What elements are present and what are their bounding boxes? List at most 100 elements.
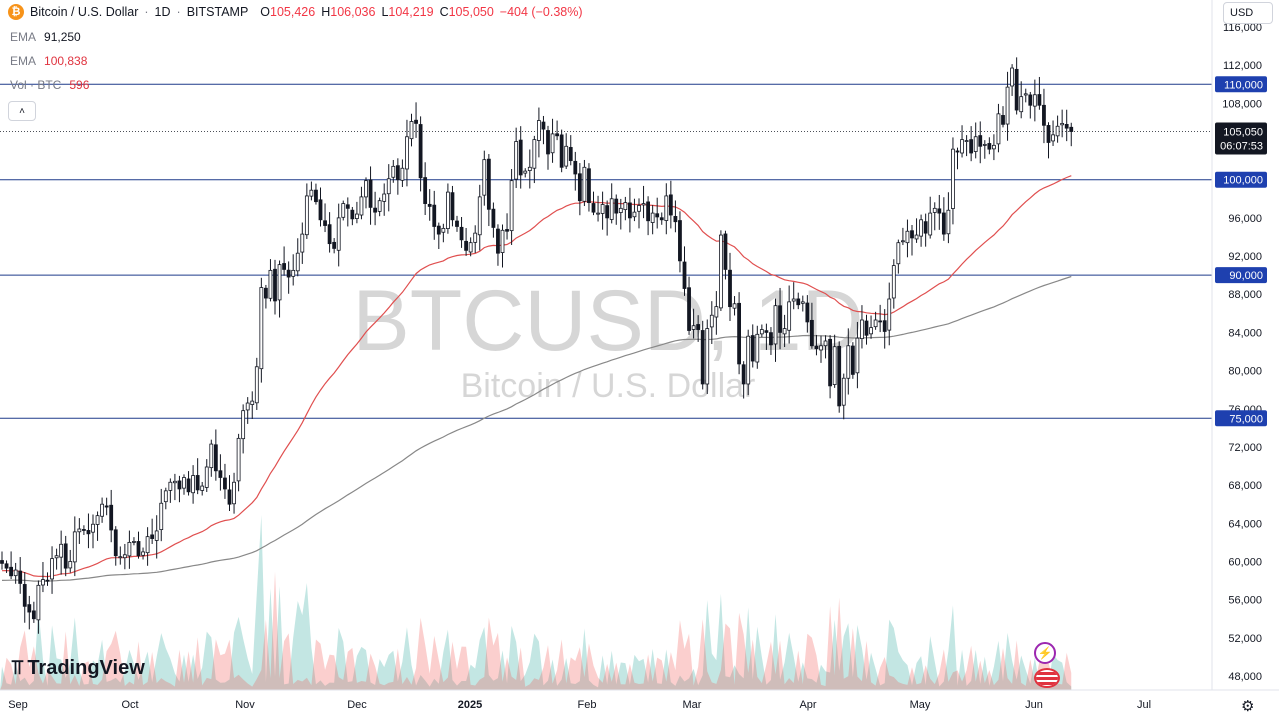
candle-body[interactable] xyxy=(896,242,901,265)
candle-body[interactable] xyxy=(846,345,851,379)
candle-body[interactable] xyxy=(910,230,914,239)
candle-body[interactable] xyxy=(186,478,191,493)
candle-body[interactable] xyxy=(678,220,682,262)
candle-body[interactable] xyxy=(696,324,701,330)
candle-body[interactable] xyxy=(992,144,996,150)
candle-body[interactable] xyxy=(18,570,23,584)
candle-body[interactable] xyxy=(113,529,118,557)
candle-body[interactable] xyxy=(655,213,660,218)
candle-body[interactable] xyxy=(828,338,832,387)
candle-body[interactable] xyxy=(31,610,36,620)
candle-body[interactable] xyxy=(841,377,846,406)
candle-body[interactable] xyxy=(969,139,974,154)
candle-body[interactable] xyxy=(150,534,155,539)
candle-body[interactable] xyxy=(905,230,910,244)
candle-body[interactable] xyxy=(241,410,246,440)
candles[interactable] xyxy=(0,57,1074,634)
candle-body[interactable] xyxy=(537,120,541,141)
candle-body[interactable] xyxy=(932,207,937,213)
candle-body[interactable] xyxy=(732,303,737,309)
candle-body[interactable] xyxy=(1010,67,1014,87)
candle-body[interactable] xyxy=(309,189,314,197)
candle-body[interactable] xyxy=(1019,96,1024,113)
candle-body[interactable] xyxy=(973,136,978,152)
candle-body[interactable] xyxy=(614,198,619,214)
candle-body[interactable] xyxy=(423,177,428,204)
candle-body[interactable] xyxy=(559,134,564,168)
candle-body[interactable] xyxy=(45,579,50,582)
candle-body[interactable] xyxy=(177,480,182,490)
candle-body[interactable] xyxy=(832,346,837,385)
replay-badge-icon[interactable]: ⚡ xyxy=(1034,642,1056,664)
candle-body[interactable] xyxy=(373,207,378,213)
candle-body[interactable] xyxy=(728,269,732,308)
time-axis[interactable]: Sep Oct Nov Dec 2025 Feb Mar Apr May Jun Jul xyxy=(0,689,1279,711)
candle-body[interactable] xyxy=(891,265,896,299)
candle-body[interactable] xyxy=(1001,115,1005,125)
candle-body[interactable] xyxy=(550,133,555,154)
candle-body[interactable] xyxy=(314,189,318,203)
candle-body[interactable] xyxy=(637,205,641,212)
candle-body[interactable] xyxy=(919,219,923,237)
candle-body[interactable] xyxy=(628,202,632,219)
candle-body[interactable] xyxy=(86,530,91,535)
candle-body[interactable] xyxy=(227,489,232,505)
candle-body[interactable] xyxy=(577,173,582,202)
indicator-volume[interactable]: Vol · BTC 596 xyxy=(10,78,90,92)
candle-body[interactable] xyxy=(436,225,441,235)
candle-body[interactable] xyxy=(928,212,933,236)
candle-body[interactable] xyxy=(1005,86,1010,125)
candle-body[interactable] xyxy=(282,263,287,270)
candle-body[interactable] xyxy=(641,203,646,206)
candle-body[interactable] xyxy=(860,319,864,339)
candle-body[interactable] xyxy=(341,203,346,218)
candle-body[interactable] xyxy=(587,168,591,204)
candle-body[interactable] xyxy=(63,543,68,569)
candle-body[interactable] xyxy=(182,477,186,489)
candle-body[interactable] xyxy=(291,269,296,277)
candle-body[interactable] xyxy=(855,337,860,374)
candle-body[interactable] xyxy=(741,364,746,385)
candle-body[interactable] xyxy=(914,234,919,240)
candle-body[interactable] xyxy=(850,345,855,375)
candle-body[interactable] xyxy=(223,477,227,490)
currency-button[interactable]: USD xyxy=(1223,2,1273,24)
candle-body[interactable] xyxy=(1042,104,1046,126)
candle-body[interactable] xyxy=(759,329,764,335)
candle-body[interactable] xyxy=(1037,94,1042,106)
candle-body[interactable] xyxy=(473,232,478,243)
candle-body[interactable] xyxy=(254,366,259,404)
candle-body[interactable] xyxy=(1055,125,1060,137)
candle-body[interactable] xyxy=(814,345,819,350)
candle-body[interactable] xyxy=(982,143,987,146)
candle-body[interactable] xyxy=(36,584,41,621)
candle-body[interactable] xyxy=(336,217,341,251)
candle-body[interactable] xyxy=(782,328,787,335)
candle-body[interactable] xyxy=(555,133,559,137)
candle-body[interactable] xyxy=(941,212,946,235)
candle-body[interactable] xyxy=(632,211,637,218)
candle-body[interactable] xyxy=(996,113,1001,145)
candle-body[interactable] xyxy=(132,541,136,543)
tradingview-logo[interactable]: ⫪ TradingView xyxy=(12,657,145,680)
candle-body[interactable] xyxy=(1023,93,1028,96)
candle-body[interactable] xyxy=(118,556,123,559)
candle-body[interactable] xyxy=(646,201,650,222)
candle-body[interactable] xyxy=(200,485,205,491)
candle-body[interactable] xyxy=(4,563,9,569)
candle-body[interactable] xyxy=(700,330,705,385)
candle-body[interactable] xyxy=(1051,134,1055,142)
candle-body[interactable] xyxy=(937,208,942,214)
candle-body[interactable] xyxy=(218,470,223,478)
candle-body[interactable] xyxy=(805,302,810,323)
candle-body[interactable] xyxy=(582,166,587,202)
candle-body[interactable] xyxy=(901,240,905,243)
candle-body[interactable] xyxy=(286,269,291,278)
candle-body[interactable] xyxy=(359,196,364,216)
candle-body[interactable] xyxy=(746,335,751,385)
candle-body[interactable] xyxy=(445,191,450,230)
candle-body[interactable] xyxy=(769,332,773,346)
candle-body[interactable] xyxy=(714,306,719,318)
candle-body[interactable] xyxy=(496,228,500,254)
candle-body[interactable] xyxy=(864,320,869,336)
